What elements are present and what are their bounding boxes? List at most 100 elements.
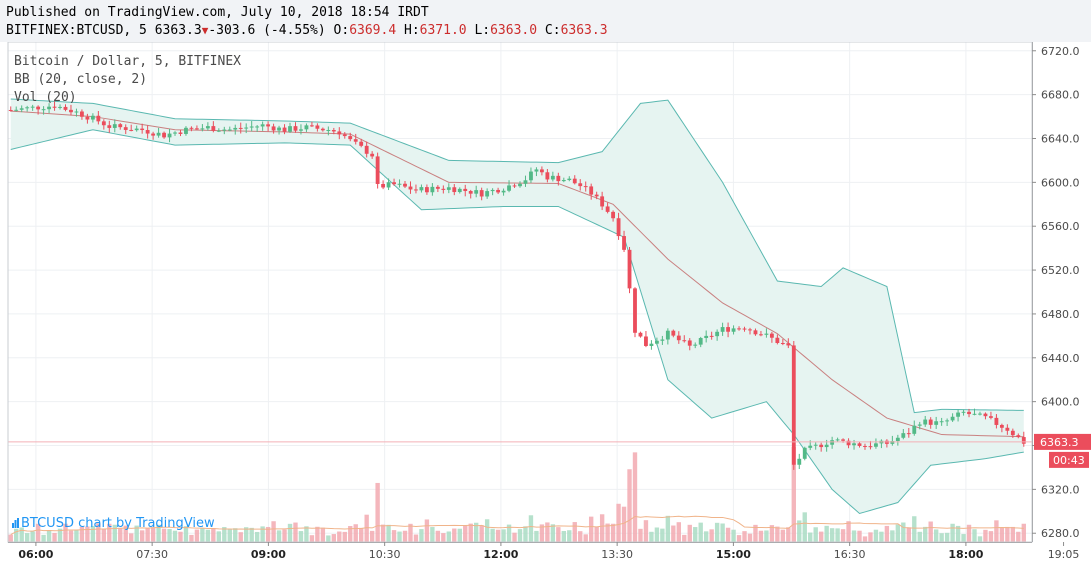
candle <box>14 109 19 111</box>
volume-bar <box>468 523 473 542</box>
candle <box>665 330 670 340</box>
volume-bar <box>112 524 117 542</box>
volume-bar <box>977 536 983 542</box>
volume-bar <box>369 530 375 542</box>
volume-bar <box>912 516 917 542</box>
candle <box>715 331 720 337</box>
candle <box>52 106 57 108</box>
time-tick-label: 13:30 <box>601 548 633 561</box>
watermark[interactable]: BTCUSD chart by TradingView <box>12 516 215 531</box>
volume-bar <box>944 532 950 542</box>
volume-bar <box>528 515 534 542</box>
volume-bar <box>183 526 189 542</box>
candle <box>512 185 517 187</box>
candle <box>720 327 725 332</box>
volume-bar <box>829 528 835 542</box>
candle <box>934 421 939 425</box>
volume-bar <box>873 529 879 542</box>
candle <box>134 128 139 131</box>
candle <box>813 444 818 446</box>
volume-bar <box>441 533 446 542</box>
candle <box>320 128 325 131</box>
volume-ma <box>10 515 1024 536</box>
volume-bar <box>391 530 397 542</box>
volume-bar <box>632 452 638 542</box>
price-chart[interactable]: 6720.0 6680.0 6640.0 6600.0 6560.0 6520.0 6480… <box>0 42 1091 569</box>
volume-bar <box>35 523 41 542</box>
candle <box>162 132 166 138</box>
candle <box>364 145 369 154</box>
chart-header: Published on TradingView.com, July 10, 2… <box>0 0 1091 42</box>
candle <box>830 440 835 445</box>
volume-bar <box>835 528 840 542</box>
candle <box>293 126 298 131</box>
volume-bar <box>150 527 156 542</box>
price-tick-label: 6720.0 <box>1041 45 1080 58</box>
candle <box>145 130 150 134</box>
volume-bar <box>627 469 632 542</box>
volume-bar <box>818 531 824 542</box>
candle <box>25 107 30 109</box>
volume-bar <box>320 527 326 542</box>
candle <box>693 344 698 346</box>
candle <box>999 424 1004 428</box>
candle <box>392 182 396 185</box>
volume-bar <box>474 522 479 542</box>
candle <box>309 125 314 127</box>
candle <box>331 130 336 132</box>
volume-bar <box>249 527 254 542</box>
legend-vol: Vol (20) <box>14 90 77 105</box>
volume-bar <box>430 527 435 542</box>
candle <box>58 106 62 108</box>
volume-bar <box>161 528 167 542</box>
price-tick-label: 6640.0 <box>1041 132 1080 145</box>
volume-bar <box>326 535 331 542</box>
volume-bar <box>139 530 145 542</box>
candle <box>523 180 528 184</box>
volume-bar <box>457 528 462 542</box>
legend-title: Bitcoin / Dollar, 5, BITFINEX <box>14 54 241 69</box>
candle <box>129 129 134 131</box>
candle <box>96 115 101 122</box>
volume-bar <box>890 530 895 542</box>
volume-bar <box>731 529 736 542</box>
candle <box>874 443 878 447</box>
candle <box>74 111 79 113</box>
volume-bar <box>682 534 687 542</box>
candle <box>939 421 944 423</box>
candle <box>479 190 484 197</box>
candle <box>271 126 276 131</box>
volume-bar <box>172 530 178 542</box>
volume-bar <box>342 531 347 542</box>
open-label: O: <box>333 23 350 38</box>
candle <box>567 178 572 181</box>
candle <box>282 127 287 132</box>
candle <box>709 335 714 337</box>
candle <box>786 343 791 346</box>
candle <box>452 187 457 193</box>
volume-bar <box>298 531 304 542</box>
candle <box>178 132 183 134</box>
candle <box>244 127 249 129</box>
time-tick-label: 06:00 <box>18 548 53 561</box>
volume-bar <box>572 522 577 542</box>
volume-bar <box>408 523 413 542</box>
candle <box>414 189 418 191</box>
candle <box>30 106 35 108</box>
candle <box>233 127 238 130</box>
volume-bar <box>30 531 35 542</box>
volume-bar <box>419 529 424 542</box>
candle <box>600 196 605 207</box>
candle <box>545 172 550 180</box>
candle <box>69 109 73 113</box>
volume-bar <box>353 524 358 542</box>
volume-bar <box>621 506 627 542</box>
candle <box>326 130 331 132</box>
candle <box>808 445 813 448</box>
candle <box>638 332 643 337</box>
time-tick-label: 16:30 <box>834 548 866 561</box>
candle <box>868 446 873 448</box>
candle <box>216 130 221 132</box>
volume-bar <box>244 527 249 542</box>
volume-bars <box>8 447 1026 542</box>
